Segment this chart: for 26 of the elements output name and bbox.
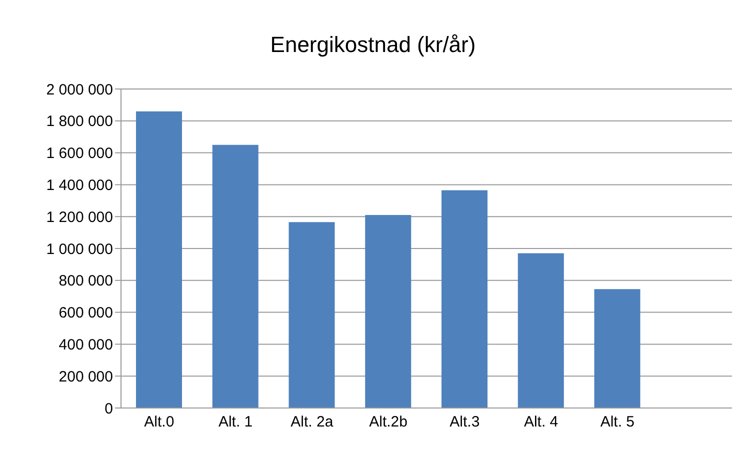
y-tick-label: 1 800 000 xyxy=(46,113,113,130)
x-tick-label: Alt.2b xyxy=(369,414,408,431)
y-tick-label: 1 600 000 xyxy=(46,145,113,162)
x-tick-label: Alt. 4 xyxy=(524,414,558,431)
chart-title: Energikostnad (kr/år) xyxy=(269,32,477,58)
bar xyxy=(365,215,412,408)
bar xyxy=(212,144,258,408)
y-tick-label: 800 000 xyxy=(58,272,113,290)
y-tick-label: 0 xyxy=(104,400,113,418)
bar xyxy=(136,111,182,408)
x-tick-label: Alt. 1 xyxy=(218,414,253,431)
bar xyxy=(594,289,640,408)
y-tick-label: 600 000 xyxy=(58,304,113,322)
y-tick-label: 2 000 000 xyxy=(46,81,113,98)
bar xyxy=(518,253,564,408)
y-tick-label: 1 400 000 xyxy=(46,177,113,194)
y-tick-label: 1 000 000 xyxy=(46,240,113,258)
x-tick-label: Alt.0 xyxy=(144,414,174,431)
y-tick-label: 400 000 xyxy=(58,336,113,354)
x-tick-label: Alt.3 xyxy=(450,414,480,431)
x-tick-label: Alt. 5 xyxy=(600,414,635,431)
y-tick-label: 1 200 000 xyxy=(46,208,113,226)
y-tick-label: 200 000 xyxy=(58,368,113,386)
x-tick-label: Alt. 2a xyxy=(290,414,334,431)
bar xyxy=(442,190,488,408)
bar xyxy=(288,222,335,408)
